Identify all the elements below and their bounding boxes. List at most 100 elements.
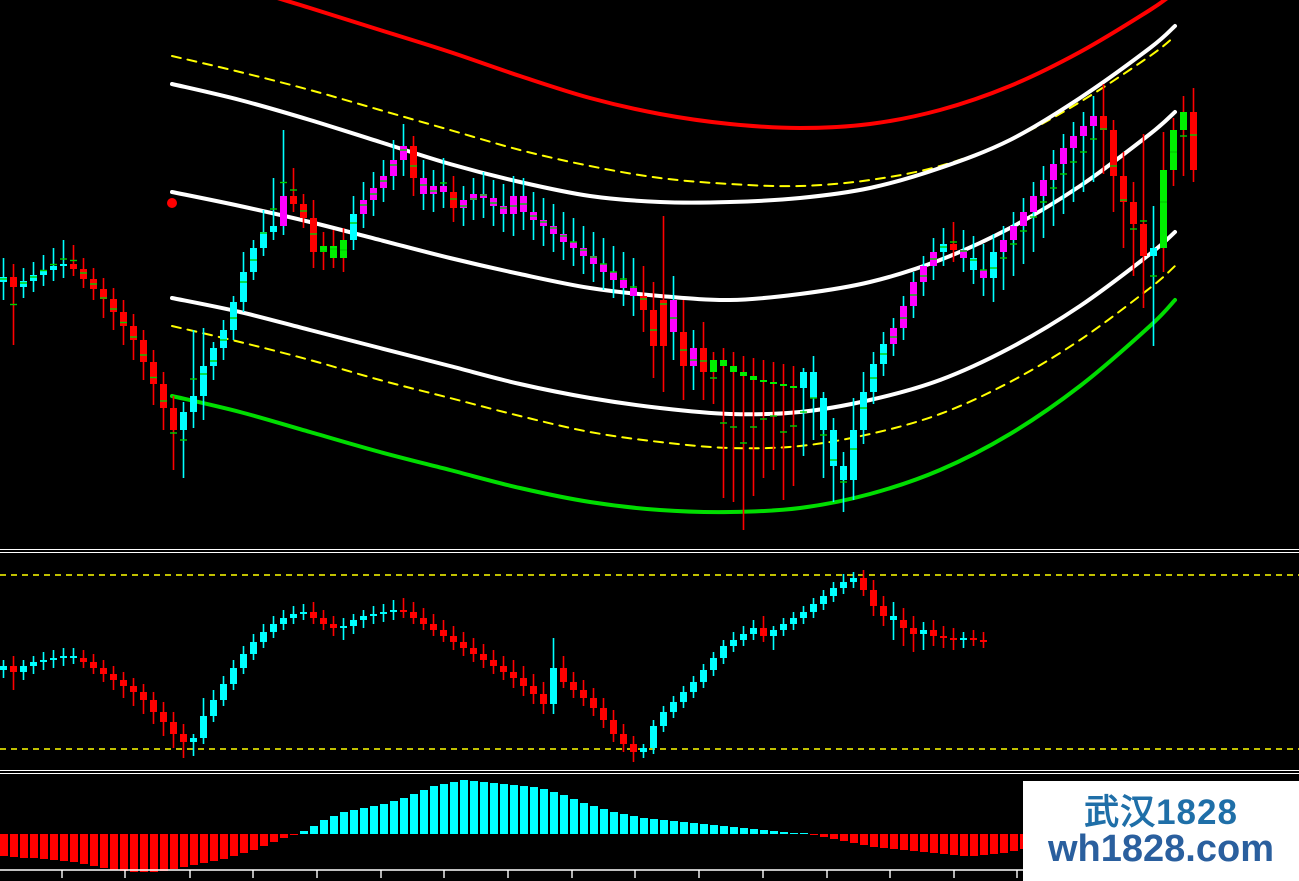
candle[interactable] — [530, 192, 537, 240]
candle[interactable] — [950, 222, 957, 262]
candle[interactable] — [400, 124, 407, 176]
histogram-bar[interactable] — [740, 828, 748, 834]
candle[interactable] — [340, 618, 347, 640]
candle[interactable] — [1150, 206, 1157, 346]
histogram-bar[interactable] — [610, 812, 618, 834]
histogram-bar[interactable] — [430, 786, 438, 834]
candle[interactable] — [930, 238, 937, 280]
histogram-bar[interactable] — [810, 834, 818, 835]
candle[interactable] — [950, 628, 957, 650]
histogram-bar[interactable] — [640, 818, 648, 834]
histogram-bar[interactable] — [750, 829, 758, 834]
candle[interactable] — [970, 630, 977, 646]
histogram-bar[interactable] — [590, 806, 598, 834]
candle[interactable] — [200, 328, 207, 420]
candle[interactable] — [840, 452, 847, 512]
histogram-bar[interactable] — [780, 832, 788, 834]
candle[interactable] — [1120, 152, 1127, 248]
candle[interactable] — [170, 396, 177, 470]
candle[interactable] — [630, 258, 637, 316]
histogram-bar[interactable] — [420, 790, 428, 834]
histogram-bar[interactable] — [830, 834, 838, 839]
candle[interactable] — [600, 238, 607, 290]
candle[interactable] — [1140, 134, 1147, 308]
candle[interactable] — [780, 364, 787, 500]
histogram-bar[interactable] — [80, 834, 88, 864]
candle[interactable] — [770, 362, 777, 470]
candle[interactable] — [390, 140, 397, 190]
candle[interactable] — [1050, 150, 1057, 226]
candle[interactable] — [1060, 134, 1067, 214]
candle[interactable] — [270, 178, 277, 240]
histogram-bar[interactable] — [770, 831, 778, 834]
candle[interactable] — [470, 638, 477, 662]
candle[interactable] — [290, 168, 297, 212]
candle[interactable] — [40, 255, 47, 286]
candle[interactable] — [180, 402, 187, 478]
candle[interactable] — [360, 182, 367, 228]
histogram-bar[interactable] — [710, 825, 718, 834]
candle[interactable] — [490, 650, 497, 674]
candle[interactable] — [0, 258, 7, 300]
candle[interactable] — [650, 282, 657, 378]
candle[interactable] — [150, 350, 157, 405]
candle[interactable] — [720, 640, 727, 664]
candle[interactable] — [880, 332, 887, 376]
candle[interactable] — [500, 656, 507, 680]
candle[interactable] — [650, 720, 657, 754]
candle[interactable] — [740, 356, 747, 530]
histogram-bar[interactable] — [370, 806, 378, 834]
candle[interactable] — [480, 172, 487, 218]
candle[interactable] — [360, 610, 367, 628]
histogram-bar[interactable] — [730, 827, 738, 834]
candle[interactable] — [30, 656, 37, 674]
candle[interactable] — [760, 360, 767, 478]
candle[interactable] — [560, 212, 567, 260]
candle[interactable] — [300, 194, 307, 228]
histogram-bar[interactable] — [120, 834, 128, 871]
candle[interactable] — [910, 616, 917, 652]
histogram-bar[interactable] — [90, 834, 98, 866]
histogram-bar[interactable] — [110, 834, 118, 870]
histogram-bar[interactable] — [270, 834, 278, 842]
candle[interactable] — [440, 620, 447, 642]
histogram-bar[interactable] — [530, 787, 538, 834]
candle[interactable] — [790, 612, 797, 630]
candle[interactable] — [510, 176, 517, 236]
histogram-bar[interactable] — [70, 834, 78, 862]
candle[interactable] — [380, 160, 387, 202]
candle[interactable] — [300, 604, 307, 620]
histogram-bar[interactable] — [850, 834, 858, 843]
marker-sell-signal-dot[interactable] — [167, 198, 177, 208]
candle[interactable] — [350, 196, 357, 250]
candle[interactable] — [1100, 84, 1107, 174]
candle[interactable] — [890, 318, 897, 356]
histogram-bar[interactable] — [150, 834, 158, 872]
candle[interactable] — [10, 264, 17, 345]
histogram-bar[interactable] — [50, 834, 58, 860]
candle[interactable] — [140, 330, 147, 380]
candle[interactable] — [30, 262, 37, 292]
candle[interactable] — [450, 626, 457, 650]
candle[interactable] — [100, 660, 107, 682]
candle[interactable] — [20, 660, 27, 680]
histogram-bar[interactable] — [520, 786, 528, 834]
candle[interactable] — [310, 200, 317, 268]
candle[interactable] — [640, 266, 647, 332]
histogram-bar[interactable] — [340, 812, 348, 834]
candle[interactable] — [200, 698, 207, 744]
candle[interactable] — [770, 626, 777, 650]
candle[interactable] — [800, 368, 807, 456]
histogram-bar[interactable] — [970, 834, 978, 856]
histogram-bar[interactable] — [220, 834, 228, 859]
candle[interactable] — [620, 724, 627, 752]
candle[interactable] — [880, 596, 887, 626]
histogram-bar[interactable] — [60, 834, 68, 861]
candle[interactable] — [120, 672, 127, 698]
candle[interactable] — [70, 245, 77, 276]
histogram-bar[interactable] — [630, 816, 638, 834]
histogram-bar[interactable] — [1000, 834, 1008, 853]
histogram-bar[interactable] — [20, 834, 28, 858]
histogram-bar[interactable] — [290, 834, 298, 835]
candle[interactable] — [810, 598, 817, 618]
